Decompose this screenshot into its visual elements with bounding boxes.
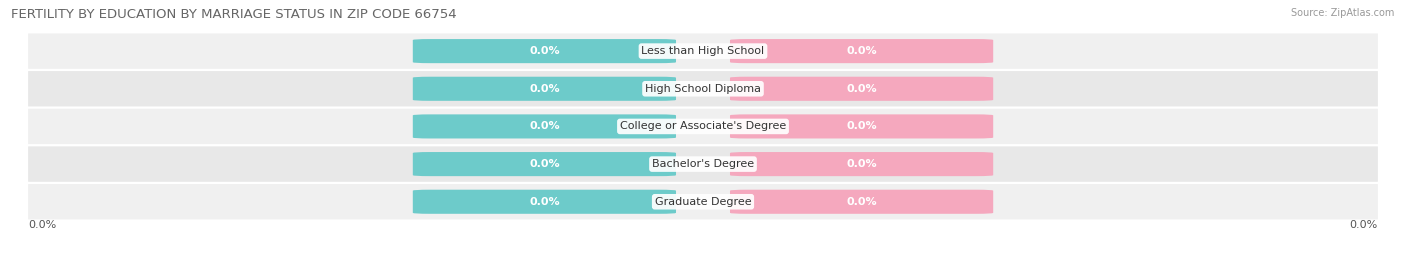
FancyBboxPatch shape xyxy=(413,152,676,176)
Text: 0.0%: 0.0% xyxy=(1350,220,1378,230)
FancyBboxPatch shape xyxy=(413,190,676,214)
FancyBboxPatch shape xyxy=(730,114,993,139)
Text: 0.0%: 0.0% xyxy=(846,46,877,56)
Text: 0.0%: 0.0% xyxy=(529,121,560,132)
Text: High School Diploma: High School Diploma xyxy=(645,84,761,94)
FancyBboxPatch shape xyxy=(413,77,676,101)
Text: 0.0%: 0.0% xyxy=(846,197,877,207)
FancyBboxPatch shape xyxy=(730,77,993,101)
FancyBboxPatch shape xyxy=(28,109,1378,144)
Text: 0.0%: 0.0% xyxy=(529,197,560,207)
Text: College or Associate's Degree: College or Associate's Degree xyxy=(620,121,786,132)
Text: 0.0%: 0.0% xyxy=(846,84,877,94)
Legend: Married, Unmarried: Married, Unmarried xyxy=(624,264,782,269)
Text: 0.0%: 0.0% xyxy=(846,121,877,132)
Text: FERTILITY BY EDUCATION BY MARRIAGE STATUS IN ZIP CODE 66754: FERTILITY BY EDUCATION BY MARRIAGE STATU… xyxy=(11,8,457,21)
Text: Bachelor's Degree: Bachelor's Degree xyxy=(652,159,754,169)
Text: 0.0%: 0.0% xyxy=(529,159,560,169)
FancyBboxPatch shape xyxy=(28,146,1378,182)
FancyBboxPatch shape xyxy=(28,184,1378,220)
FancyBboxPatch shape xyxy=(28,33,1378,69)
FancyBboxPatch shape xyxy=(730,190,993,214)
FancyBboxPatch shape xyxy=(413,39,676,63)
Text: Graduate Degree: Graduate Degree xyxy=(655,197,751,207)
FancyBboxPatch shape xyxy=(413,114,676,139)
FancyBboxPatch shape xyxy=(730,39,993,63)
Text: 0.0%: 0.0% xyxy=(28,220,56,230)
Text: 0.0%: 0.0% xyxy=(846,159,877,169)
Text: Less than High School: Less than High School xyxy=(641,46,765,56)
Text: 0.0%: 0.0% xyxy=(529,84,560,94)
Text: 0.0%: 0.0% xyxy=(529,46,560,56)
FancyBboxPatch shape xyxy=(730,152,993,176)
Text: Source: ZipAtlas.com: Source: ZipAtlas.com xyxy=(1291,8,1395,18)
FancyBboxPatch shape xyxy=(28,71,1378,107)
